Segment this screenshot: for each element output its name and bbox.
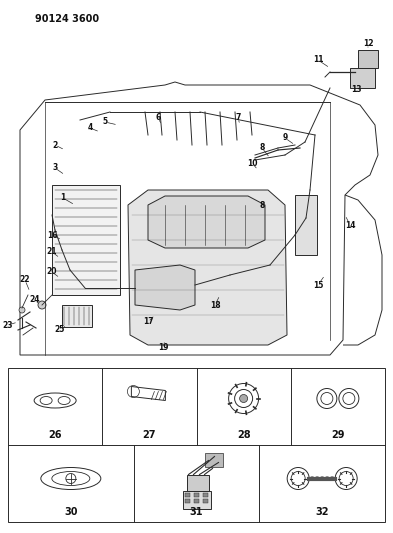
Circle shape <box>38 301 46 309</box>
Text: 2: 2 <box>52 141 58 149</box>
Bar <box>182 490 211 508</box>
Text: 18: 18 <box>210 301 220 310</box>
Bar <box>350 68 375 88</box>
Text: 32: 32 <box>316 507 329 517</box>
Text: 5: 5 <box>103 117 108 126</box>
Text: 8: 8 <box>259 200 265 209</box>
Bar <box>187 474 209 490</box>
Polygon shape <box>128 190 287 345</box>
Circle shape <box>19 307 25 313</box>
Bar <box>295 195 317 255</box>
Text: 26: 26 <box>48 430 62 440</box>
Bar <box>193 492 198 497</box>
Bar <box>8 368 385 522</box>
Bar <box>184 492 189 497</box>
Circle shape <box>240 394 248 402</box>
Text: 10: 10 <box>247 158 257 167</box>
Bar <box>193 498 198 503</box>
Text: 4: 4 <box>87 124 93 133</box>
Text: 12: 12 <box>363 39 373 49</box>
Polygon shape <box>148 196 265 248</box>
Text: 25: 25 <box>55 326 65 335</box>
Text: 11: 11 <box>313 55 323 64</box>
Text: 24: 24 <box>30 295 40 304</box>
Text: 3: 3 <box>52 164 58 173</box>
Text: 19: 19 <box>158 343 168 352</box>
Text: 8: 8 <box>259 143 265 152</box>
Text: 14: 14 <box>345 221 355 230</box>
Polygon shape <box>135 265 195 310</box>
Bar <box>184 498 189 503</box>
Bar <box>202 492 208 497</box>
Text: 16: 16 <box>47 230 57 239</box>
Text: 6: 6 <box>155 114 161 123</box>
Text: 1: 1 <box>61 193 66 203</box>
Text: 17: 17 <box>143 318 153 327</box>
Text: 15: 15 <box>313 280 323 289</box>
Text: 90124 3600: 90124 3600 <box>35 14 99 24</box>
Bar <box>204 453 222 466</box>
Text: 31: 31 <box>190 507 203 517</box>
Text: 21: 21 <box>47 247 57 256</box>
Text: 7: 7 <box>235 114 241 123</box>
Bar <box>52 185 120 295</box>
Text: 13: 13 <box>351 85 361 94</box>
Text: 30: 30 <box>64 507 77 517</box>
Text: 22: 22 <box>20 276 30 285</box>
Text: 9: 9 <box>283 133 288 142</box>
Text: 20: 20 <box>47 268 57 277</box>
Text: 29: 29 <box>331 430 345 440</box>
Text: 23: 23 <box>3 320 13 329</box>
Bar <box>358 50 378 68</box>
Bar <box>202 498 208 503</box>
Text: 28: 28 <box>237 430 250 440</box>
Bar <box>62 305 92 327</box>
Text: 27: 27 <box>143 430 156 440</box>
